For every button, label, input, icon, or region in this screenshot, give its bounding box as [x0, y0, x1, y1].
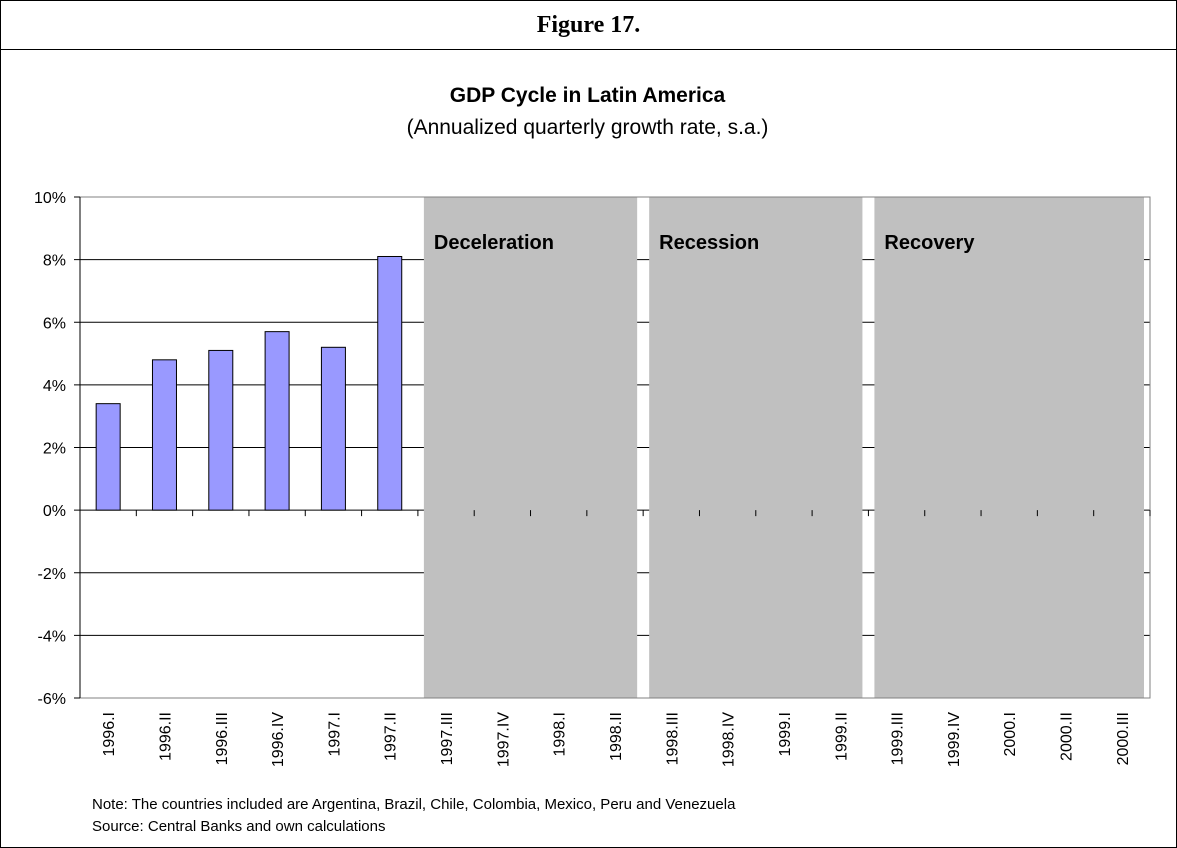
y-tick-label: 2%: [43, 441, 66, 458]
y-tick-label: 4%: [43, 378, 66, 395]
y-tick-label: 0%: [43, 503, 66, 520]
x-tick-label: 1997.I: [326, 712, 343, 756]
bar-1997-ii: [377, 255, 403, 511]
x-tick-label: 1999.I: [777, 712, 794, 756]
y-tick-label: -4%: [38, 628, 66, 645]
x-tick-label: 1999.III: [890, 712, 907, 765]
y-tick-label: 10%: [34, 190, 66, 207]
phase-label: Recession: [659, 232, 759, 254]
x-tick-label: 1999.II: [833, 712, 850, 761]
chart-subtitle: (Annualized quarterly growth rate, s.a.): [406, 116, 769, 139]
x-tick-label: 1996.III: [214, 712, 231, 765]
figure-label: Figure 17.: [1, 1, 1176, 50]
y-tick-label: -6%: [38, 691, 66, 708]
x-tick-label: 1998.II: [608, 712, 625, 761]
phase-region-recession: [649, 197, 863, 698]
y-tick-label: 6%: [43, 315, 66, 332]
x-tick-label: 1996.I: [101, 712, 118, 756]
x-tick-label: 1998.I: [552, 712, 569, 756]
x-tick-label: 2000.III: [1115, 712, 1132, 765]
chart-source: Source: Central Banks and own calculatio…: [92, 818, 386, 835]
bar-1996-iv: [264, 331, 290, 511]
x-tick-label: 2000.II: [1059, 712, 1076, 761]
chart-title: GDP Cycle in Latin America: [449, 84, 726, 107]
phase-region-deceleration: [423, 197, 638, 698]
x-tick-label: 1997.III: [439, 712, 456, 765]
chart-note: Note: The countries included are Argenti…: [92, 796, 736, 813]
phase-label: Recovery: [884, 232, 975, 254]
bar-1996-ii: [151, 359, 177, 511]
x-tick-label: 1997.II: [383, 712, 400, 761]
x-tick-label: 1998.III: [664, 712, 681, 765]
phase-label: Deceleration: [434, 232, 554, 254]
y-tick-label: -2%: [38, 566, 66, 583]
y-tick-label: 8%: [43, 253, 66, 270]
x-tick-label: 1997.IV: [495, 712, 512, 767]
phase-region-recovery: [874, 197, 1144, 698]
x-tick-label: 1999.IV: [946, 712, 963, 767]
x-tick-label: 1998.IV: [721, 712, 738, 767]
bar-1996-iii: [208, 349, 234, 511]
x-tick-label: 1996.II: [157, 712, 174, 761]
bar-1996-i: [95, 403, 121, 511]
x-tick-label: 1996.IV: [270, 712, 287, 767]
bar-1997-i: [320, 346, 346, 511]
x-tick-label: 2000.I: [1002, 712, 1019, 756]
